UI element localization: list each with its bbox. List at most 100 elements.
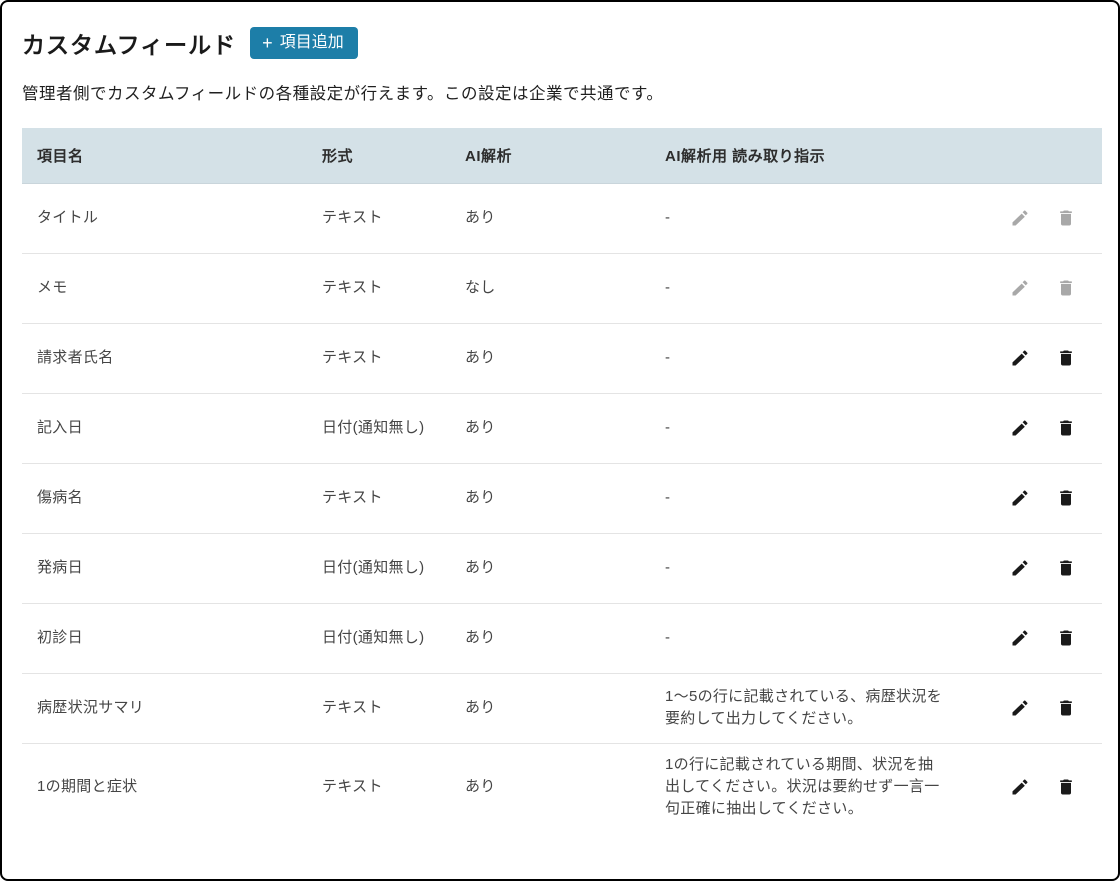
ai-instruction-cell: - [665,559,671,576]
edit-button[interactable] [1010,777,1030,797]
format-cell: テキスト [322,489,383,506]
delete-trash-icon [1056,558,1076,578]
item-name-cell: 発病日 [37,559,83,576]
ai-instruction-cell: - [665,419,671,436]
format-cell: テキスト [322,209,383,226]
row-actions [977,208,1076,228]
table-row: タイトル テキスト あり - [22,183,1102,253]
column-header-item-name: 項目名 [37,147,84,165]
delete-trash-icon [1056,698,1076,718]
actions-cell [962,743,1102,830]
edit-button [1010,208,1030,228]
edit-pencil-icon [1010,698,1030,718]
table-row: 病歴状況サマリ テキスト あり 1〜5の行に記載されている、病歴状況を要約して出… [22,673,1102,743]
delete-trash-icon [1056,418,1076,438]
item-name-cell: 請求者氏名 [37,349,114,366]
column-header-ai-instruction: AI解析用 読み取り指示 [665,147,826,165]
ai-instruction-cell: 1〜5の行に記載されている、病歴状況を要約して出力してください。 [665,688,942,727]
format-cell: 日付(通知無し) [322,559,425,576]
format-cell: テキスト [322,699,383,716]
row-actions [977,278,1076,298]
actions-cell [962,673,1102,743]
delete-button[interactable] [1056,698,1076,718]
ai-analysis-cell: あり [465,777,496,795]
delete-trash-icon [1056,208,1076,228]
page-container: カスタムフィールド + 項目追加 管理者側でカスタムフィールドの各種設定が行えま… [2,2,1118,830]
ai-analysis-cell: あり [465,699,496,716]
table-row: 記入日 日付(通知無し) あり - [22,393,1102,463]
page-title: カスタムフィールド [22,32,237,58]
add-field-button-label: 項目追加 [279,33,344,51]
delete-trash-icon [1056,628,1076,648]
edit-pencil-icon [1010,488,1030,508]
edit-button [1010,278,1030,298]
edit-button[interactable] [1010,558,1030,578]
delete-button [1056,278,1076,298]
edit-button[interactable] [1010,698,1030,718]
delete-trash-icon [1056,278,1076,298]
delete-button[interactable] [1056,628,1076,648]
delete-button[interactable] [1056,777,1076,797]
delete-button[interactable] [1056,418,1076,438]
ai-analysis-cell: あり [465,419,496,436]
delete-button[interactable] [1056,558,1076,578]
edit-button[interactable] [1010,348,1030,368]
ai-instruction-cell: - [665,489,671,506]
row-actions [977,418,1076,438]
format-cell: 日付(通知無し) [322,629,425,646]
ai-analysis-cell: あり [465,209,496,226]
edit-button[interactable] [1010,628,1030,648]
item-name-cell: 病歴状況サマリ [37,699,145,716]
item-name-cell: タイトル [37,209,99,226]
delete-trash-icon [1056,777,1076,797]
ai-instruction-cell: - [665,279,671,296]
ai-instruction-cell: - [665,349,671,366]
row-actions [977,698,1076,718]
table-row: 初診日 日付(通知無し) あり - [22,603,1102,673]
delete-button[interactable] [1056,488,1076,508]
edit-button[interactable] [1010,418,1030,438]
ai-analysis-cell: あり [465,349,496,366]
format-cell: テキスト [322,777,383,795]
ai-analysis-cell: あり [465,489,496,506]
actions-cell [962,183,1102,253]
edit-pencil-icon [1010,777,1030,797]
table-header-row: 項目名 形式 AI解析 AI解析用 読み取り指示 [22,128,1102,183]
table-row: 傷病名 テキスト あり - [22,463,1102,533]
actions-cell [962,603,1102,673]
add-field-button[interactable]: + 項目追加 [250,26,358,60]
delete-trash-icon [1056,348,1076,368]
custom-fields-table-body: タイトル テキスト あり - メモ テキスト なし - [22,183,1102,830]
title-row: カスタムフィールド + 項目追加 [22,26,1098,60]
ai-instruction-cell: - [665,629,671,646]
format-cell: テキスト [322,279,383,296]
row-actions [977,348,1076,368]
edit-pencil-icon [1010,558,1030,578]
edit-pencil-icon [1010,348,1030,368]
item-name-cell: 1の期間と症状 [37,777,138,795]
table-row: 請求者氏名 テキスト あり - [22,323,1102,393]
item-name-cell: 初診日 [37,629,83,646]
format-cell: 日付(通知無し) [322,419,425,436]
column-header-actions [962,128,1102,183]
ai-instruction-cell: 1の行に記載されている期間、状況を抽出してください。状況は要約せず一言一句正確に… [665,755,940,817]
format-cell: テキスト [322,349,383,366]
plus-icon: + [262,32,273,53]
actions-cell [962,533,1102,603]
actions-cell [962,253,1102,323]
table-row: 発病日 日付(通知無し) あり - [22,533,1102,603]
column-header-format: 形式 [322,147,354,165]
row-actions [977,488,1076,508]
edit-pencil-icon [1010,278,1030,298]
delete-trash-icon [1056,488,1076,508]
item-name-cell: 傷病名 [37,489,83,506]
edit-button[interactable] [1010,488,1030,508]
row-actions [977,628,1076,648]
delete-button[interactable] [1056,348,1076,368]
ai-analysis-cell: なし [465,279,496,296]
row-actions [977,558,1076,578]
ai-analysis-cell: あり [465,559,496,576]
page-description: 管理者側でカスタムフィールドの各種設定が行えます。この設定は企業で共通です。 [22,85,664,103]
ai-instruction-cell: - [665,209,671,226]
